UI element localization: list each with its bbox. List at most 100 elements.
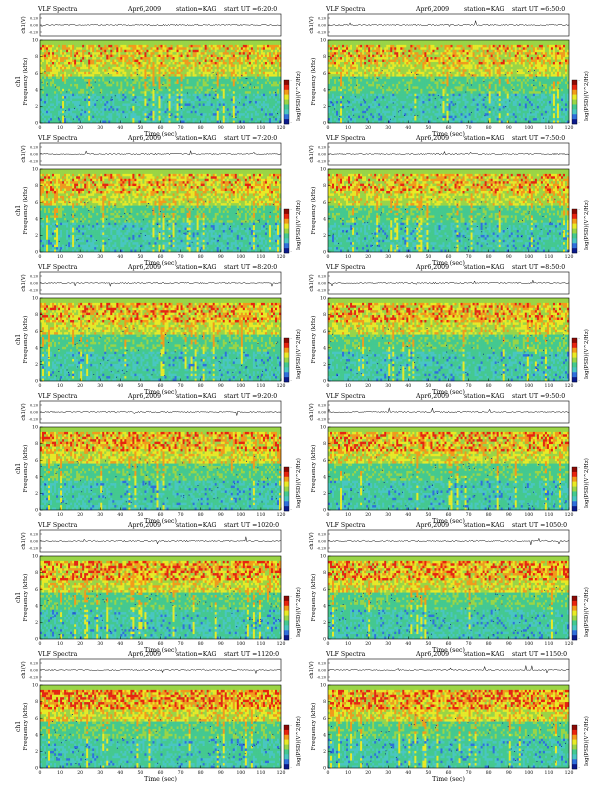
panel-station: station=KAG [464,393,505,400]
waveform-frame [328,401,569,423]
freq-tick-label: 4 [35,87,38,93]
panel-date: Apr6,2009 [415,6,449,13]
spectrogram-cells [40,556,281,639]
time-tick-label: 20 [77,770,83,776]
time-tick-label: 80 [486,641,492,647]
panel-title: VLF Spectra [37,393,78,400]
time-tick-label: 10 [57,125,63,131]
waveform-axis-label: ch1(V) [308,274,315,291]
time-tick-label: 10 [345,770,351,776]
waveform-tick-label: 0.20 [30,17,39,21]
waveform-tick-label: -0.20 [317,547,327,551]
time-tick-label: 100 [236,770,245,776]
panel-title: VLF Spectra [325,264,366,271]
waveform-axis-label: ch1(V) [20,16,27,33]
time-tick-label: 90 [506,770,512,776]
waveform-tick-label: 0.20 [30,533,39,537]
freq-tick-label: 2 [323,749,326,755]
time-tick-label: 30 [385,770,391,776]
time-tick-label: 0 [39,641,42,647]
time-tick-label: 120 [277,383,286,389]
waveform-axis-label: ch1(V) [20,274,27,291]
time-tick-label: 90 [506,512,512,518]
freq-tick-label: 4 [35,603,38,609]
colorbar-tick-label: - [291,121,293,125]
time-tick-label: 30 [97,641,103,647]
freq-tick-label: 6 [35,200,38,206]
panel-date: Apr6,2009 [415,393,449,400]
time-tick-label: 120 [277,254,286,260]
time-tick-label: 10 [57,254,63,260]
time-tick-label: 0 [327,770,330,776]
time-tick-label: 10 [345,383,351,389]
time-tick-label: 40 [405,512,411,518]
time-tick-label: 80 [198,512,204,518]
panel-title: VLF Spectra [37,651,78,658]
time-tick-label: 50 [137,125,143,131]
freq-tick-label: 2 [35,362,38,368]
time-tick-label: 20 [365,770,371,776]
freq-axis-label: Frequency (kHz) [310,703,317,751]
time-tick-label: 110 [257,641,266,647]
time-tick-label: 20 [77,641,83,647]
panel-station: station=KAG [464,6,505,13]
freq-tick-label: 4 [323,474,326,480]
colorbar-label: log(PSD)(V^2/Hz) [583,458,590,508]
spectrogram-cells [40,40,281,123]
time-tick-label: 0 [39,125,42,131]
colorbar-tick-label: - [291,595,293,599]
colorbar [284,80,289,124]
waveform-tick-label: 0.20 [30,662,39,666]
panel-title: VLF Spectra [325,651,366,658]
freq-tick-label: 8 [323,183,326,189]
waveform-axis-label: ch1(V) [20,661,27,678]
spectrogram-cells [328,427,569,510]
time-tick-label: 20 [365,641,371,647]
time-tick-label: 10 [345,125,351,131]
time-tick-label: 100 [236,641,245,647]
time-tick-label: 100 [236,254,245,260]
time-tick-label: 90 [218,254,224,260]
waveform-tick-label: 0.20 [318,404,327,408]
freq-tick-label: 6 [35,458,38,464]
waveform-tick-label: -0.20 [317,289,327,293]
time-tick-label: 0 [327,125,330,131]
colorbar-label: log(PSD)(V^2/Hz) [583,716,590,766]
time-tick-label: 100 [524,125,533,131]
freq-tick-label: 8 [323,699,326,705]
waveform-axis-label: ch1(V) [20,403,27,420]
time-tick-label: 110 [545,512,554,518]
panel-start-time: start UT =1150:0 [512,651,567,658]
waveform-tick-label: 0.00 [30,669,39,673]
time-tick-label: 0 [39,770,42,776]
time-tick-label: 0 [39,383,42,389]
time-tick-label: 120 [565,641,574,647]
time-tick-label: 50 [425,383,431,389]
freq-axis-label-ch: ch1 [15,721,22,732]
panel-start-time: start UT =9:20:0 [224,393,277,400]
waveform-tick-label: 0.00 [30,540,39,544]
colorbar-tick-label: - [579,379,581,383]
freq-tick-label: 8 [323,312,326,318]
time-tick-label: 20 [77,125,83,131]
time-tick-label: 50 [425,641,431,647]
time-tick-label: 30 [97,125,103,131]
waveform-tick-label: -0.20 [29,289,39,293]
freq-tick-label: 10 [320,683,326,689]
waveform-axis-label: ch1(V) [308,661,315,678]
waveform-tick-label: 0.00 [30,153,39,157]
colorbar-tick-label: - [579,79,581,83]
freq-axis-label-ch: ch1 [15,592,22,603]
time-tick-label: 50 [137,254,143,260]
time-tick-label: 10 [57,512,63,518]
waveform-tick-label: 0.20 [30,404,39,408]
panel-date: Apr6,2009 [415,135,449,142]
panel-station: station=KAG [176,264,217,271]
freq-tick-label: 10 [320,296,326,302]
waveform-tick-label: -0.20 [29,31,39,35]
freq-tick-label: 10 [32,554,38,560]
time-tick-label: 120 [277,770,286,776]
panel-start-time: start UT =1050:0 [512,522,567,529]
